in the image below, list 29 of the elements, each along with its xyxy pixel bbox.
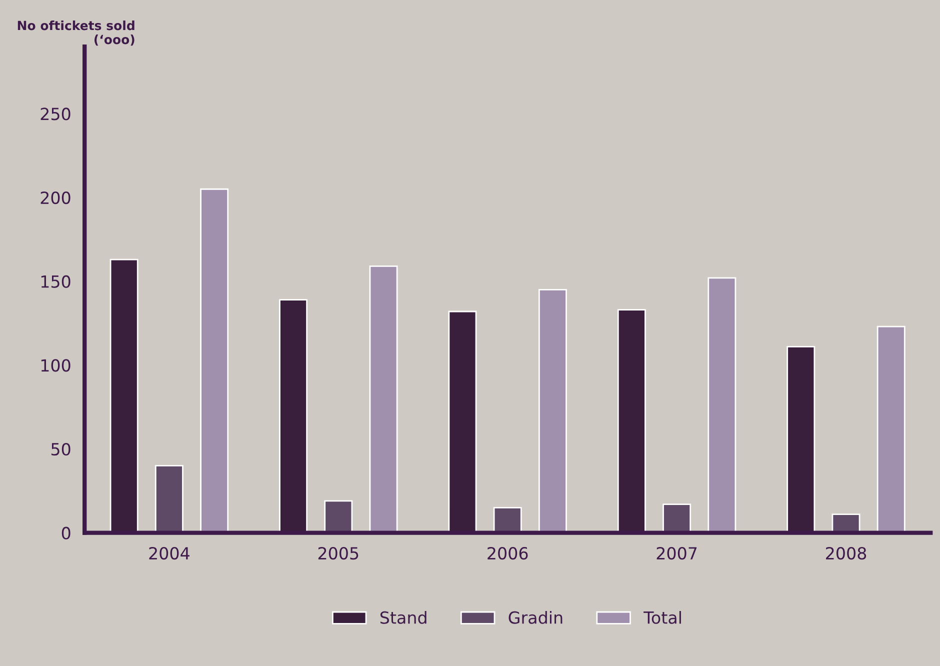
- bar: [448, 310, 477, 533]
- y-tick-label: 50: [51, 442, 70, 456]
- bar: [786, 346, 816, 533]
- y-axis-title: No oftickets sold (‘ooo): [18, 20, 134, 46]
- x-tick-label: 2004: [149, 546, 190, 560]
- y-tick-label: 150: [41, 275, 70, 288]
- bar: [369, 266, 398, 533]
- y-tick-label: 200: [40, 191, 70, 204]
- y-tick-label: 250: [40, 108, 70, 120]
- y-tick-label: 0: [62, 526, 70, 540]
- bar: [110, 258, 138, 533]
- x-tick-label: 2007: [656, 546, 697, 560]
- bar: [324, 500, 353, 533]
- x-tick-label: 2006: [488, 546, 528, 560]
- bar: [538, 289, 567, 533]
- bar: [493, 506, 522, 533]
- bar: [617, 309, 646, 533]
- x-tick-label: 2005: [318, 546, 358, 560]
- y-tick-label: 100: [41, 359, 70, 372]
- bar: [200, 188, 229, 533]
- bar: [876, 326, 906, 533]
- bar: [662, 504, 692, 533]
- legend-label: Stand: [380, 611, 426, 624]
- legend-label: Gradin: [508, 611, 562, 624]
- bar: [279, 299, 308, 533]
- bar: [154, 465, 184, 533]
- x-tick-label: 2008: [826, 546, 866, 560]
- bar: [708, 277, 736, 533]
- legend-label: Total: [644, 611, 681, 624]
